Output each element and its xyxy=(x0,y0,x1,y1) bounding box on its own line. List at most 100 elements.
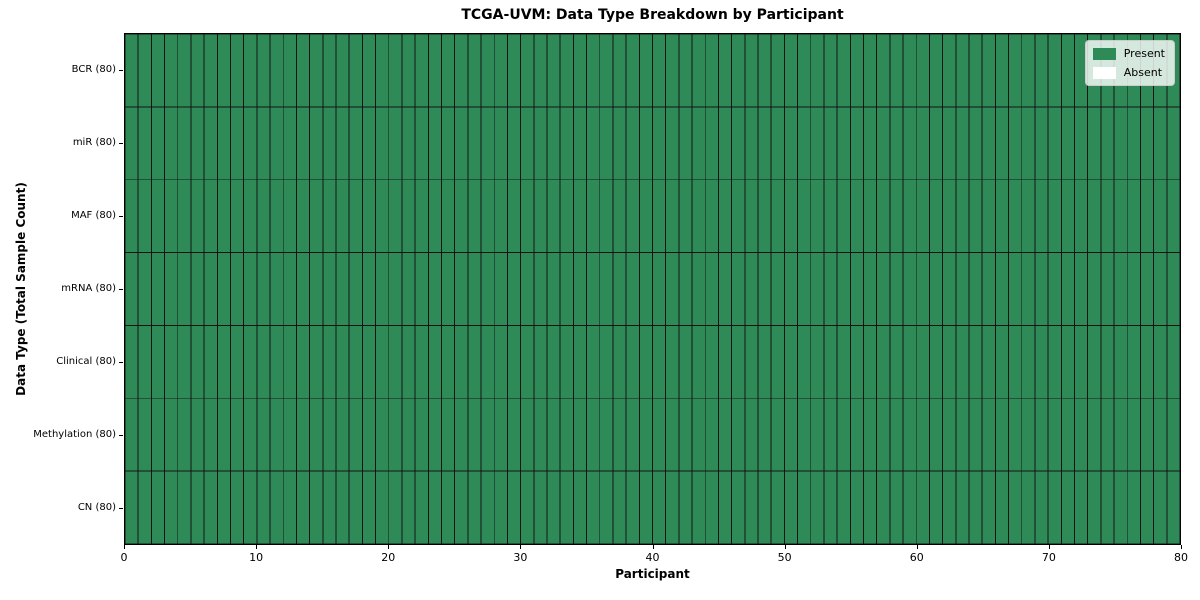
grid-cell xyxy=(929,471,942,544)
grid-cell xyxy=(824,253,837,326)
grid-cell xyxy=(507,471,520,544)
grid-cell xyxy=(943,325,956,398)
grid-cell xyxy=(204,107,217,180)
grid-cell xyxy=(547,253,560,326)
grid-cell xyxy=(481,253,494,326)
legend-swatch-absent-icon xyxy=(1092,66,1116,79)
x-tick-mark xyxy=(520,545,521,549)
grid-cell xyxy=(573,471,586,544)
grid-cell xyxy=(362,34,375,107)
grid-cell xyxy=(995,398,1008,471)
grid-cell xyxy=(916,253,929,326)
grid-cell xyxy=(969,34,982,107)
y-tick-mark xyxy=(119,143,123,144)
grid-cell xyxy=(600,325,613,398)
grid-cell xyxy=(916,34,929,107)
grid-cell xyxy=(877,325,890,398)
grid-cell xyxy=(415,325,428,398)
grid-cell xyxy=(1101,471,1114,544)
grid-cell xyxy=(151,107,164,180)
grid-cell xyxy=(1114,325,1127,398)
grid-cell xyxy=(1035,471,1048,544)
grid-cell xyxy=(257,34,270,107)
grid-cell xyxy=(270,180,283,253)
grid-cell xyxy=(943,253,956,326)
grid-cell xyxy=(521,253,534,326)
grid-cell xyxy=(1140,253,1153,326)
y-tick-mark xyxy=(119,289,123,290)
grid-cell xyxy=(639,34,652,107)
grid-cell xyxy=(1167,471,1180,544)
grid-cell xyxy=(521,107,534,180)
grid-cell xyxy=(824,471,837,544)
grid-cell xyxy=(666,34,679,107)
grid-cell xyxy=(204,325,217,398)
grid-cell xyxy=(165,471,178,544)
grid-cell xyxy=(758,34,771,107)
grid-cell xyxy=(270,34,283,107)
grid-cell xyxy=(587,398,600,471)
grid-cell xyxy=(613,180,626,253)
grid-cell xyxy=(125,471,138,544)
grid-cell xyxy=(468,325,481,398)
grid-cell xyxy=(771,471,784,544)
grid-cell xyxy=(837,34,850,107)
grid-cell xyxy=(283,325,296,398)
grid-cell xyxy=(811,398,824,471)
grid-cell xyxy=(995,325,1008,398)
grid-cell xyxy=(850,180,863,253)
grid-cell xyxy=(349,471,362,544)
grid-cell xyxy=(521,325,534,398)
grid-cell xyxy=(943,180,956,253)
grid-cell xyxy=(336,180,349,253)
grid-cell xyxy=(283,107,296,180)
grid-cell xyxy=(995,180,1008,253)
grid-cell xyxy=(481,180,494,253)
grid-cell xyxy=(982,34,995,107)
grid-cell xyxy=(718,34,731,107)
grid-cell xyxy=(560,180,573,253)
grid-cell xyxy=(494,325,507,398)
grid-cell xyxy=(982,325,995,398)
grid-cell xyxy=(864,471,877,544)
grid-cell xyxy=(1075,471,1088,544)
legend-label-present: Present xyxy=(1123,47,1165,60)
grid-cell xyxy=(956,253,969,326)
grid-cell xyxy=(362,471,375,544)
grid-cell xyxy=(903,398,916,471)
grid-cell xyxy=(784,34,797,107)
grid-cell xyxy=(653,180,666,253)
grid-cell xyxy=(362,107,375,180)
grid-cell xyxy=(890,325,903,398)
grid-cell xyxy=(626,107,639,180)
grid-cell xyxy=(204,34,217,107)
grid-cell xyxy=(956,325,969,398)
grid-cell xyxy=(1009,398,1022,471)
grid-cell xyxy=(587,180,600,253)
grid-cell xyxy=(877,253,890,326)
grid-cell xyxy=(1114,471,1127,544)
grid-cell xyxy=(178,107,191,180)
grid-cell xyxy=(1061,34,1074,107)
grid-cell xyxy=(929,107,942,180)
grid-cell xyxy=(1167,398,1180,471)
grid-cell xyxy=(798,180,811,253)
grid-cell xyxy=(639,253,652,326)
grid-cell xyxy=(455,398,468,471)
grid-cell xyxy=(1075,253,1088,326)
grid-cell xyxy=(916,180,929,253)
grid-cell xyxy=(626,253,639,326)
y-tick-label: Methylation (80) xyxy=(33,429,116,441)
grid-cell xyxy=(125,253,138,326)
grid-cell xyxy=(929,398,942,471)
grid-cell xyxy=(138,253,151,326)
grid-cell xyxy=(626,34,639,107)
grid-cell xyxy=(613,253,626,326)
grid-cell xyxy=(1022,398,1035,471)
grid-cell xyxy=(758,180,771,253)
grid-cell xyxy=(310,398,323,471)
grid-cell xyxy=(929,325,942,398)
grid-cell xyxy=(494,180,507,253)
grid-cell xyxy=(349,180,362,253)
grid-cell xyxy=(639,471,652,544)
